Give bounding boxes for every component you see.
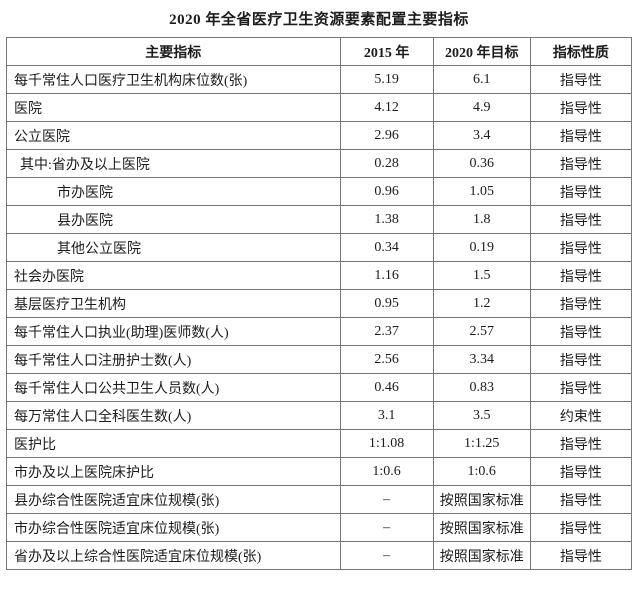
value-2020-cell: 0.19	[432, 233, 531, 262]
nature-cell: 指导性	[529, 205, 633, 234]
table-row: 公立医院 2.96 3.4 指导性	[6, 121, 633, 150]
indicator-cell: 每千常住人口注册护士数(人)	[6, 345, 341, 374]
indicator-cell: 基层医疗卫生机构	[6, 289, 341, 318]
indicator-cell: 省办及以上综合性医院适宜床位规模(张)	[6, 541, 341, 570]
table-row: 市办医院 0.96 1.05 指导性	[6, 177, 633, 206]
header-2015: 2015 年	[339, 37, 434, 66]
value-2020-cell: 1:1.25	[432, 429, 531, 458]
value-2020-cell: 1:0.6	[432, 457, 531, 486]
value-2020-cell: 1.05	[432, 177, 531, 206]
indicator-cell: 医院	[6, 93, 341, 122]
nature-cell: 指导性	[529, 457, 633, 486]
nature-cell: 指导性	[529, 93, 633, 122]
table-row: 每万常住人口全科医生数(人) 3.1 3.5 约束性	[6, 401, 633, 430]
indicator-cell: 每千常住人口公共卫生人员数(人)	[6, 373, 341, 402]
indicator-cell: 县办综合性医院适宜床位规模(张)	[6, 485, 341, 514]
table-row: 省办及以上综合性医院适宜床位规模(张) – 按照国家标准 指导性	[6, 541, 633, 570]
table-row: 县办综合性医院适宜床位规模(张) – 按照国家标准 指导性	[6, 485, 633, 514]
value-2020-cell: 3.4	[432, 121, 531, 150]
value-2020-cell: 按照国家标准	[432, 541, 531, 570]
value-2015-cell: 0.28	[339, 149, 434, 178]
table-row: 每千常住人口医疗卫生机构床位数(张) 5.19 6.1 指导性	[6, 65, 633, 94]
table-row: 医护比 1:1.08 1:1.25 指导性	[6, 429, 633, 458]
value-2015-cell: 5.19	[339, 65, 434, 94]
nature-cell: 指导性	[529, 429, 633, 458]
value-2015-cell: 1:0.6	[339, 457, 434, 486]
value-2015-cell: 3.1	[339, 401, 434, 430]
table-row: 每千常住人口执业(助理)医师数(人) 2.37 2.57 指导性	[6, 317, 633, 346]
table-row: 基层医疗卫生机构 0.95 1.2 指导性	[6, 289, 633, 318]
value-2020-cell: 1.2	[432, 289, 531, 318]
nature-cell: 指导性	[529, 317, 633, 346]
value-2015-cell: –	[339, 513, 434, 542]
value-2020-cell: 按照国家标准	[432, 513, 531, 542]
indicator-cell: 每千常住人口执业(助理)医师数(人)	[6, 317, 341, 346]
value-2020-cell: 1.5	[432, 261, 531, 290]
nature-cell: 指导性	[529, 149, 633, 178]
value-2015-cell: 0.34	[339, 233, 434, 262]
table-row: 其他公立医院 0.34 0.19 指导性	[6, 233, 633, 262]
value-2015-cell: 1.16	[339, 261, 434, 290]
nature-cell: 指导性	[529, 289, 633, 318]
indicator-cell: 医护比	[6, 429, 341, 458]
nature-cell: 指导性	[529, 233, 633, 262]
indicator-cell: 每万常住人口全科医生数(人)	[6, 401, 341, 430]
header-indicator: 主要指标	[6, 37, 341, 66]
indicator-table: 主要指标 2015 年 2020 年目标 指标性质 每千常住人口医疗卫生机构床位…	[6, 37, 633, 570]
value-2015-cell: –	[339, 485, 434, 514]
value-2015-cell: 2.56	[339, 345, 434, 374]
nature-cell: 指导性	[529, 513, 633, 542]
value-2015-cell: 1:1.08	[339, 429, 434, 458]
nature-cell: 指导性	[529, 121, 633, 150]
value-2015-cell: 0.95	[339, 289, 434, 318]
nature-cell: 指导性	[529, 541, 633, 570]
header-2020-target: 2020 年目标	[432, 37, 531, 66]
indicator-cell: 市办及以上医院床护比	[6, 457, 341, 486]
table-row: 市办综合性医院适宜床位规模(张) – 按照国家标准 指导性	[6, 513, 633, 542]
nature-cell: 指导性	[529, 261, 633, 290]
page-title: 2020 年全省医疗卫生资源要素配置主要指标	[169, 12, 469, 28]
value-2015-cell: 4.12	[339, 93, 434, 122]
indicator-cell: 公立医院	[6, 121, 341, 150]
table-row: 每千常住人口公共卫生人员数(人) 0.46 0.83 指导性	[6, 373, 633, 402]
value-2015-cell: –	[339, 541, 434, 570]
value-2015-cell: 0.46	[339, 373, 434, 402]
value-2020-cell: 3.34	[432, 345, 531, 374]
table-row: 医院 4.12 4.9 指导性	[6, 93, 633, 122]
indicator-cell: 市办综合性医院适宜床位规模(张)	[6, 513, 341, 542]
nature-cell: 指导性	[529, 177, 633, 206]
header-nature: 指标性质	[529, 37, 633, 66]
value-2020-cell: 2.57	[432, 317, 531, 346]
value-2020-cell: 3.5	[432, 401, 531, 430]
table-row: 市办及以上医院床护比 1:0.6 1:0.6 指导性	[6, 457, 633, 486]
table-body: 每千常住人口医疗卫生机构床位数(张) 5.19 6.1 指导性 医院 4.12 4.9 指导性…	[6, 65, 633, 570]
value-2015-cell: 0.96	[339, 177, 434, 206]
value-2020-cell: 1.8	[432, 205, 531, 234]
indicator-cell: 其他公立医院	[6, 233, 341, 262]
value-2020-cell: 0.83	[432, 373, 531, 402]
nature-cell: 指导性	[529, 345, 633, 374]
table-header: 主要指标 2015 年 2020 年目标 指标性质	[6, 37, 633, 66]
value-2015-cell: 1.38	[339, 205, 434, 234]
value-2020-cell: 0.36	[432, 149, 531, 178]
nature-cell: 指导性	[529, 373, 633, 402]
value-2020-cell: 6.1	[432, 65, 531, 94]
value-2020-cell: 按照国家标准	[432, 485, 531, 514]
indicator-cell: 社会办医院	[6, 261, 341, 290]
nature-cell: 指导性	[529, 65, 633, 94]
indicator-cell: 其中:省办及以上医院	[6, 149, 341, 178]
value-2020-cell: 4.9	[432, 93, 531, 122]
nature-cell: 约束性	[529, 401, 633, 430]
value-2015-cell: 2.37	[339, 317, 434, 346]
table-row: 社会办医院 1.16 1.5 指导性	[6, 261, 633, 290]
table-row: 其中:省办及以上医院 0.28 0.36 指导性	[6, 149, 633, 178]
value-2015-cell: 2.96	[339, 121, 434, 150]
indicator-cell: 市办医院	[6, 177, 341, 206]
indicator-cell: 县办医院	[6, 205, 341, 234]
table-row: 每千常住人口注册护士数(人) 2.56 3.34 指导性	[6, 345, 633, 374]
header-row: 主要指标 2015 年 2020 年目标 指标性质	[6, 37, 633, 66]
nature-cell: 指导性	[529, 485, 633, 514]
table-row: 县办医院 1.38 1.8 指导性	[6, 205, 633, 234]
indicator-cell: 每千常住人口医疗卫生机构床位数(张)	[6, 65, 341, 94]
